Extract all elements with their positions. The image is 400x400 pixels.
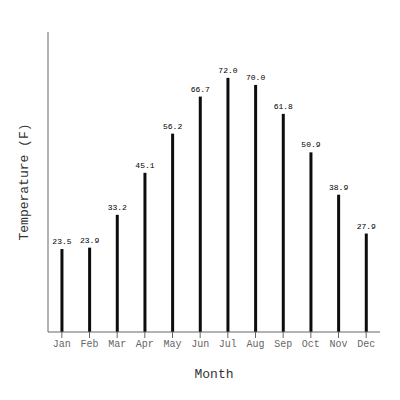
svg-text:Nov: Nov — [329, 339, 347, 350]
svg-text:56.2: 56.2 — [163, 122, 182, 131]
svg-text:Jan: Jan — [53, 339, 71, 350]
svg-text:27.9: 27.9 — [357, 222, 376, 231]
svg-text:66.7: 66.7 — [191, 85, 210, 94]
svg-text:23.9: 23.9 — [80, 236, 99, 245]
svg-text:Sep: Sep — [274, 339, 292, 350]
svg-text:72.0: 72.0 — [218, 66, 237, 75]
svg-text:23.5: 23.5 — [52, 237, 71, 246]
svg-text:Oct: Oct — [302, 339, 320, 350]
svg-text:Aug: Aug — [246, 339, 264, 350]
svg-text:Apr: Apr — [136, 339, 154, 350]
svg-text:38.9: 38.9 — [329, 183, 348, 192]
svg-text:Month: Month — [194, 367, 233, 382]
svg-text:33.2: 33.2 — [108, 203, 127, 212]
svg-text:70.0: 70.0 — [246, 73, 265, 82]
svg-text:Dec: Dec — [357, 339, 375, 350]
svg-text:45.1: 45.1 — [135, 161, 154, 170]
svg-text:May: May — [163, 339, 181, 350]
svg-text:50.9: 50.9 — [301, 140, 320, 149]
svg-text:Mar: Mar — [108, 339, 126, 350]
svg-text:Feb: Feb — [80, 339, 98, 350]
svg-text:61.8: 61.8 — [274, 102, 293, 111]
svg-text:Jun: Jun — [191, 339, 209, 350]
svg-text:Jul: Jul — [219, 339, 237, 350]
svg-text:Temperature (F): Temperature (F) — [17, 123, 32, 240]
